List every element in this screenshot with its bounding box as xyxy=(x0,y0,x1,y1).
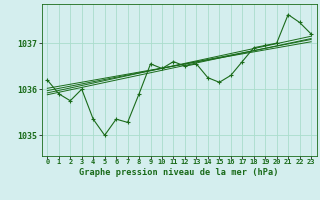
X-axis label: Graphe pression niveau de la mer (hPa): Graphe pression niveau de la mer (hPa) xyxy=(79,168,279,177)
